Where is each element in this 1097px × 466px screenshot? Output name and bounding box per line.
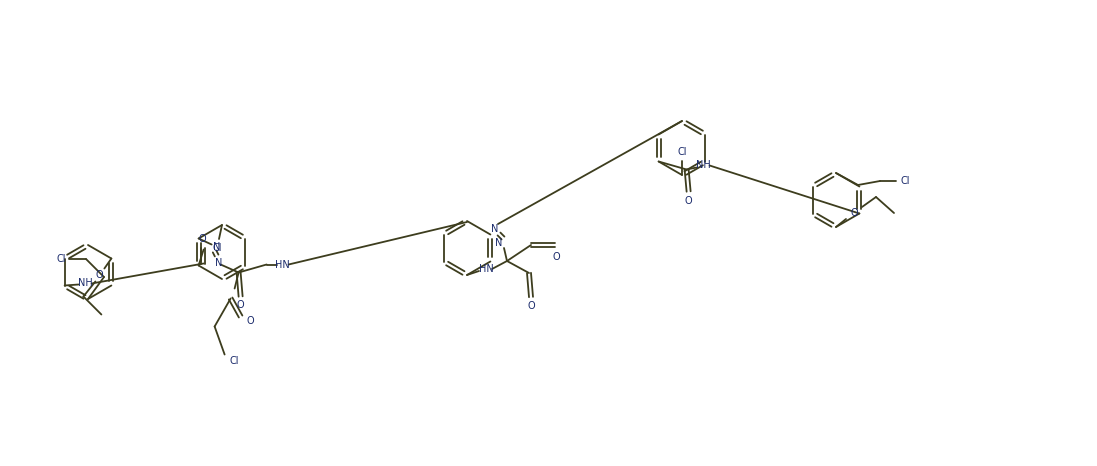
Text: Cl: Cl: [212, 243, 222, 253]
Text: Cl: Cl: [901, 176, 909, 186]
Text: N: N: [496, 238, 502, 248]
Text: O: O: [850, 208, 858, 218]
Text: HN: HN: [478, 264, 494, 274]
Text: NH: NH: [697, 160, 711, 171]
Text: O: O: [552, 252, 559, 262]
Text: Cl: Cl: [677, 147, 687, 157]
Text: N: N: [215, 258, 223, 267]
Text: Cl: Cl: [56, 254, 66, 264]
Text: HN: HN: [275, 260, 290, 269]
Text: O: O: [95, 269, 103, 280]
Text: NH: NH: [78, 279, 93, 288]
Text: N: N: [213, 241, 220, 252]
Text: N: N: [491, 224, 499, 234]
Text: O: O: [237, 301, 245, 310]
Text: O: O: [528, 301, 535, 311]
Text: Cl: Cl: [230, 356, 239, 365]
Text: O: O: [247, 315, 255, 325]
Text: O: O: [199, 233, 206, 244]
Text: O: O: [685, 196, 692, 206]
